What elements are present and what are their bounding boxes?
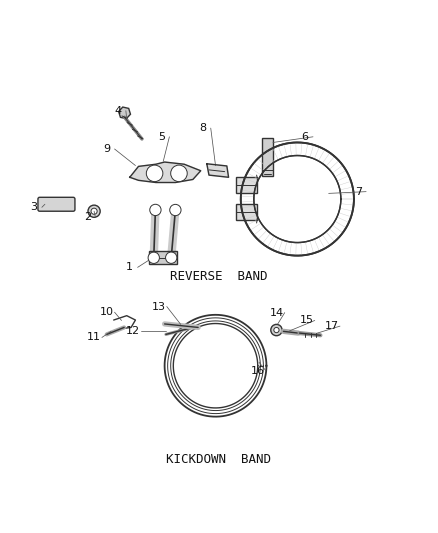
Text: 6: 6 xyxy=(302,132,309,142)
Text: 4: 4 xyxy=(114,106,122,116)
FancyBboxPatch shape xyxy=(38,197,75,211)
Text: 9: 9 xyxy=(103,144,110,154)
FancyBboxPatch shape xyxy=(236,177,257,192)
Polygon shape xyxy=(207,164,229,177)
Text: 16: 16 xyxy=(251,366,265,376)
FancyBboxPatch shape xyxy=(236,204,257,220)
Circle shape xyxy=(148,252,159,263)
Text: 11: 11 xyxy=(87,333,101,342)
Text: 3: 3 xyxy=(31,203,38,212)
Text: 10: 10 xyxy=(100,307,114,317)
Circle shape xyxy=(171,165,187,182)
Circle shape xyxy=(271,325,282,336)
Text: 14: 14 xyxy=(270,308,284,318)
Bar xyxy=(261,138,273,175)
Text: 17: 17 xyxy=(325,321,339,331)
Text: KICKDOWN  BAND: KICKDOWN BAND xyxy=(166,453,272,466)
Polygon shape xyxy=(130,162,201,182)
Text: 15: 15 xyxy=(300,316,314,326)
Text: 1: 1 xyxy=(126,262,133,272)
Text: 2: 2 xyxy=(84,212,91,222)
Text: 8: 8 xyxy=(199,123,206,133)
Circle shape xyxy=(91,208,97,214)
Text: 5: 5 xyxy=(158,132,165,142)
Circle shape xyxy=(146,165,163,182)
Circle shape xyxy=(88,205,100,217)
Circle shape xyxy=(166,252,177,263)
Text: 12: 12 xyxy=(126,326,140,336)
Text: REVERSE  BAND: REVERSE BAND xyxy=(170,270,268,283)
Text: 13: 13 xyxy=(152,302,166,312)
FancyBboxPatch shape xyxy=(149,251,177,264)
Text: 7: 7 xyxy=(355,187,362,197)
Circle shape xyxy=(170,204,181,216)
Circle shape xyxy=(150,204,161,215)
Circle shape xyxy=(274,327,279,333)
